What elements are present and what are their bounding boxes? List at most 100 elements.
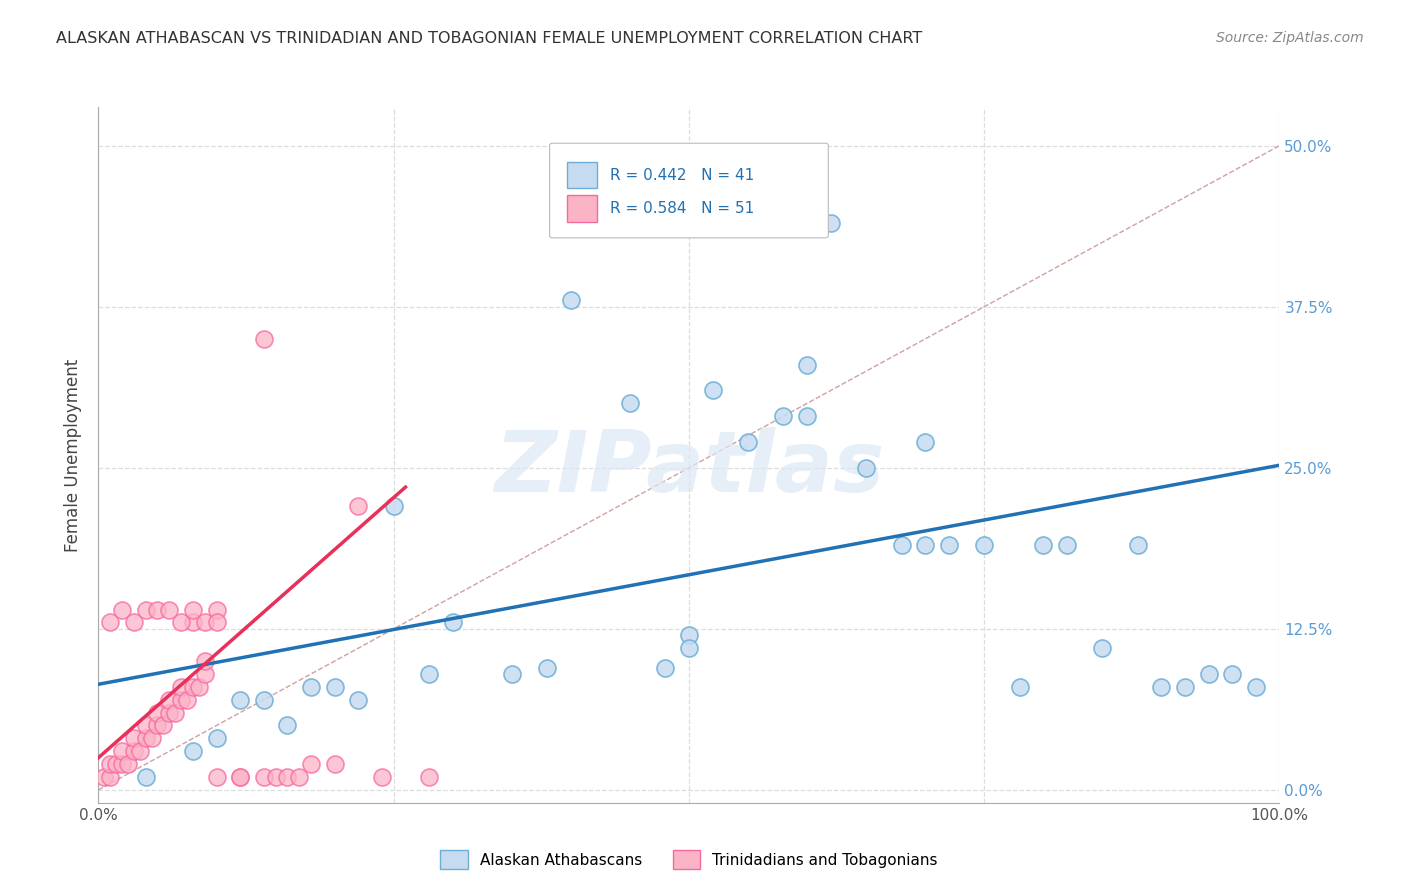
Point [1008, 680, 1031, 694]
Point [122, 744, 145, 758]
Point [98, 757, 121, 772]
Point [536, 660, 558, 674]
Point [1126, 538, 1149, 552]
Point [501, 667, 523, 681]
Text: ZIPatlas: ZIPatlas [494, 427, 884, 510]
Point [205, 615, 228, 630]
Point [135, 718, 157, 732]
Point [146, 602, 169, 616]
Point [1032, 538, 1054, 552]
Text: R = 0.442   N = 41: R = 0.442 N = 41 [610, 168, 754, 183]
Text: Source: ZipAtlas.com: Source: ZipAtlas.com [1216, 31, 1364, 45]
Point [1056, 538, 1078, 552]
Legend: Alaskan Athabascans, Trinidadians and Tobagonians: Alaskan Athabascans, Trinidadians and To… [434, 845, 943, 875]
Point [152, 718, 174, 732]
Point [1150, 680, 1173, 694]
Point [253, 770, 276, 784]
Point [347, 692, 370, 706]
Point [122, 731, 145, 746]
Point [205, 770, 228, 784]
Point [619, 396, 641, 410]
Y-axis label: Female Unemployment: Female Unemployment [65, 359, 83, 551]
Point [264, 770, 287, 784]
Point [181, 615, 204, 630]
Point [678, 641, 700, 656]
Point [299, 680, 322, 694]
Point [772, 409, 794, 424]
Point [176, 692, 198, 706]
Point [105, 757, 128, 772]
Point [141, 731, 163, 746]
Point [253, 692, 276, 706]
Point [1244, 680, 1267, 694]
Point [890, 538, 912, 552]
Point [157, 602, 180, 616]
Point [187, 680, 209, 694]
Point [276, 718, 298, 732]
Point [205, 731, 228, 746]
Point [418, 667, 440, 681]
Point [654, 660, 676, 674]
Point [914, 538, 936, 552]
Point [820, 216, 842, 230]
Point [157, 706, 180, 720]
Point [737, 435, 759, 450]
Point [146, 718, 169, 732]
Point [323, 757, 346, 772]
Point [194, 667, 217, 681]
Point [288, 770, 311, 784]
FancyBboxPatch shape [550, 144, 828, 238]
Point [111, 744, 134, 758]
Point [157, 692, 180, 706]
Point [299, 757, 322, 772]
Point [441, 615, 464, 630]
Point [194, 654, 217, 668]
Point [165, 706, 187, 720]
Point [229, 770, 252, 784]
Point [98, 615, 121, 630]
Point [98, 770, 121, 784]
Point [93, 770, 115, 784]
Point [229, 692, 252, 706]
Point [702, 384, 724, 398]
Point [122, 615, 145, 630]
Point [323, 680, 346, 694]
Point [382, 500, 405, 514]
Point [135, 770, 157, 784]
Point [1174, 680, 1197, 694]
Point [796, 409, 818, 424]
Point [111, 757, 134, 772]
Point [128, 744, 150, 758]
Point [194, 615, 217, 630]
Point [1091, 641, 1114, 656]
Point [253, 332, 276, 346]
Point [181, 602, 204, 616]
Text: R = 0.584   N = 51: R = 0.584 N = 51 [610, 201, 754, 216]
Point [796, 358, 818, 372]
Point [418, 770, 440, 784]
Point [181, 680, 204, 694]
Point [170, 680, 193, 694]
Point [146, 706, 169, 720]
Point [135, 602, 157, 616]
Point [1198, 667, 1220, 681]
Point [1220, 667, 1243, 681]
Point [170, 615, 193, 630]
Point [170, 692, 193, 706]
Point [229, 770, 252, 784]
FancyBboxPatch shape [567, 195, 596, 222]
Point [371, 770, 394, 784]
Point [973, 538, 995, 552]
Point [938, 538, 960, 552]
Point [181, 744, 204, 758]
Text: ALASKAN ATHABASCAN VS TRINIDADIAN AND TOBAGONIAN FEMALE UNEMPLOYMENT CORRELATION: ALASKAN ATHABASCAN VS TRINIDADIAN AND TO… [56, 31, 922, 46]
Point [111, 602, 134, 616]
Point [560, 293, 582, 308]
Point [914, 435, 936, 450]
Point [347, 500, 370, 514]
Point [678, 628, 700, 642]
FancyBboxPatch shape [567, 162, 596, 188]
Point [135, 731, 157, 746]
Point [205, 602, 228, 616]
Point [276, 770, 298, 784]
